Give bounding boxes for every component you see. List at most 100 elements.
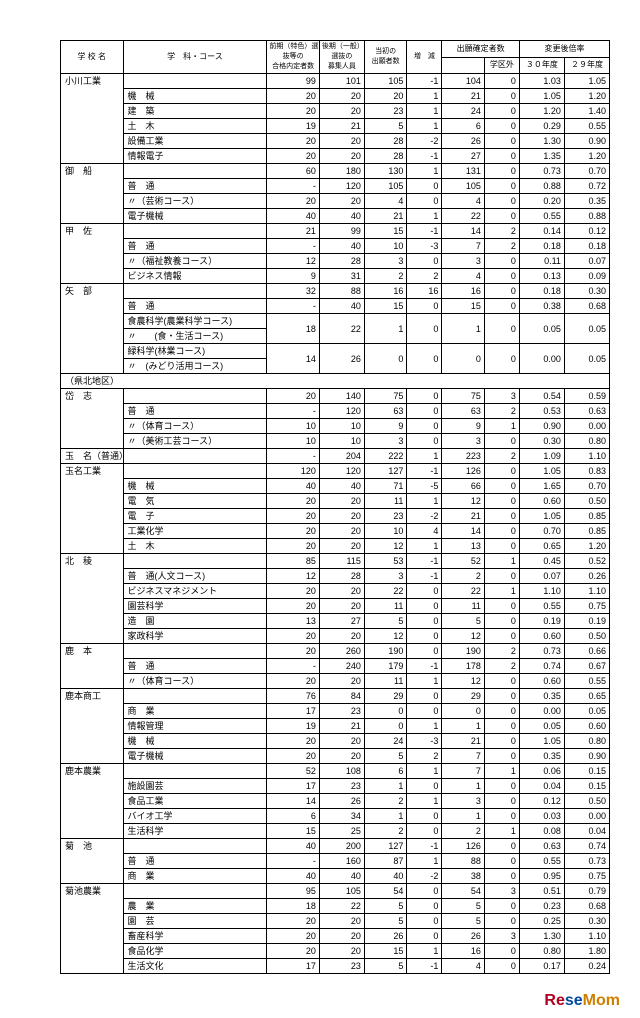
cell: 1 <box>407 209 442 224</box>
cell: 84 <box>319 689 364 704</box>
cell: 22 <box>442 584 485 599</box>
cell: 20 <box>319 584 364 599</box>
cell: 工業化学 <box>123 524 267 539</box>
cell: 3 <box>484 389 519 404</box>
cell: 1 <box>407 539 442 554</box>
cell: 1 <box>364 314 407 344</box>
cell: 0 <box>484 959 519 974</box>
cell: 1 <box>407 449 442 464</box>
cell: 3 <box>364 569 407 584</box>
cell: 20 <box>267 524 320 539</box>
cell: 95 <box>267 884 320 899</box>
cell: 0 <box>407 899 442 914</box>
cell <box>123 224 267 239</box>
cell: 1.20 <box>519 104 564 119</box>
cell: 0.30 <box>519 434 564 449</box>
cell: 21 <box>442 89 485 104</box>
table-row: 電子機械40402112200.550.88 <box>61 209 610 224</box>
table-row: 設備工業202028-22601.300.90 <box>61 134 610 149</box>
cell: 北 稜 <box>61 554 124 644</box>
cell: 0.55 <box>519 599 564 614</box>
cell: 0 <box>484 674 519 689</box>
table-row: 玉 名（普通）-204222122321.091.10 <box>61 449 610 464</box>
cell: 66 <box>442 479 485 494</box>
cell: 0.59 <box>564 389 609 404</box>
cell: 40 <box>267 839 320 854</box>
cell: 20 <box>267 149 320 164</box>
cell: 20 <box>267 89 320 104</box>
cell: 0.50 <box>564 794 609 809</box>
cell: 0 <box>407 809 442 824</box>
cell: 204 <box>319 449 364 464</box>
cell: 223 <box>442 449 485 464</box>
cell: 生活文化 <box>123 959 267 974</box>
cell: 1.40 <box>564 104 609 119</box>
cell: 0 <box>484 899 519 914</box>
cell: 3 <box>484 929 519 944</box>
cell: 0.38 <box>519 299 564 314</box>
cell: 鹿 本 <box>61 644 124 689</box>
cell: 20 <box>267 539 320 554</box>
cell: 2 <box>442 569 485 584</box>
table-row: 土 木192151600.290.55 <box>61 119 610 134</box>
cell: 1 <box>407 944 442 959</box>
cell: 1.80 <box>564 944 609 959</box>
cell: 40 <box>319 869 364 884</box>
cell: 1.05 <box>519 734 564 749</box>
cell: 0 <box>484 149 519 164</box>
cell: 13 <box>267 614 320 629</box>
table-row: ビジネスマネジメント20202202211.101.10 <box>61 584 610 599</box>
cell: 28 <box>364 149 407 164</box>
cell: 179 <box>364 659 407 674</box>
cell: 160 <box>319 854 364 869</box>
cell: 0.05 <box>564 314 609 344</box>
cell: 0.20 <box>519 194 564 209</box>
cell: 54 <box>364 884 407 899</box>
cell: 〃（体育コース） <box>123 419 267 434</box>
cell: 0 <box>407 179 442 194</box>
cell: 180 <box>319 164 364 179</box>
cell: 0 <box>407 779 442 794</box>
cell: 12 <box>442 674 485 689</box>
cell: 1 <box>407 164 442 179</box>
cell: 20 <box>319 539 364 554</box>
cell: - <box>267 179 320 194</box>
cell: 0.74 <box>519 659 564 674</box>
cell: 13 <box>442 539 485 554</box>
cell: 131 <box>442 164 485 179</box>
cell: 0.07 <box>564 254 609 269</box>
cell: 75 <box>364 389 407 404</box>
cell: 120 <box>267 464 320 479</box>
cell: 0 <box>484 689 519 704</box>
cell: 14 <box>442 224 485 239</box>
cell: 20 <box>319 149 364 164</box>
cell: 104 <box>442 74 485 89</box>
cell: 畜産科学 <box>123 929 267 944</box>
cell: 88 <box>319 284 364 299</box>
cell: 14 <box>267 794 320 809</box>
cell: 20 <box>267 944 320 959</box>
table-row: 〃（体育コース）20201111200.600.55 <box>61 674 610 689</box>
cell: 5 <box>364 914 407 929</box>
cell: ビジネス情報 <box>123 269 267 284</box>
cell: 28 <box>319 569 364 584</box>
cell: 0.73 <box>519 164 564 179</box>
cell: 〃（体育コース） <box>123 674 267 689</box>
cell: 120 <box>319 464 364 479</box>
cell: 6 <box>364 764 407 779</box>
cell: 1.30 <box>519 929 564 944</box>
cell: 15 <box>364 944 407 959</box>
cell: 情報管理 <box>123 719 267 734</box>
table-row: 食品化学20201511600.801.80 <box>61 944 610 959</box>
cell: 菊 池 <box>61 839 124 884</box>
cell: 0.45 <box>519 554 564 569</box>
cell: 〃（美術工芸コース） <box>123 434 267 449</box>
cell: 0.60 <box>564 719 609 734</box>
cell: 0.63 <box>519 839 564 854</box>
cell: 1 <box>484 554 519 569</box>
cell: 20 <box>319 89 364 104</box>
cell: 0 <box>407 704 442 719</box>
cell: -2 <box>407 509 442 524</box>
cell: 機 械 <box>123 89 267 104</box>
table-row: ビジネス情報93122400.130.09 <box>61 269 610 284</box>
